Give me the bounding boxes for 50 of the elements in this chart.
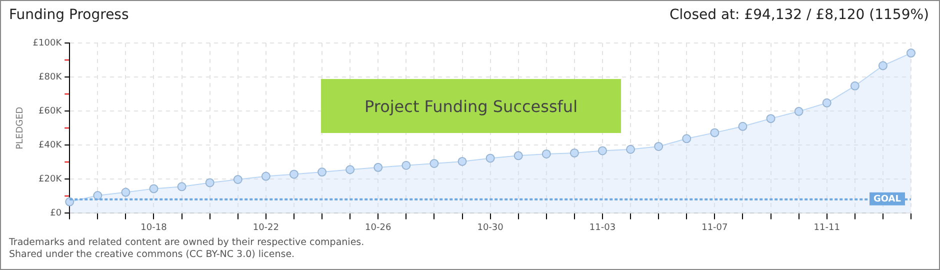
y-tick-label: £40K (38, 140, 63, 150)
point (514, 151, 523, 160)
x-tick-label: 11-11 (814, 222, 840, 233)
point (149, 184, 158, 194)
point (654, 142, 664, 151)
point (822, 98, 832, 108)
point (289, 170, 298, 179)
point (682, 134, 692, 144)
point (402, 160, 411, 170)
x-tick-label: 10-30 (477, 222, 504, 233)
point (486, 154, 495, 163)
point (346, 165, 355, 174)
point (261, 172, 270, 181)
banner: Project Funding Successful (321, 79, 621, 133)
y-tick-label: £0 (50, 208, 62, 219)
point (318, 168, 327, 177)
point (906, 48, 916, 58)
y-axis-title: PLEDGED (16, 106, 26, 150)
x-tick-label: 10-22 (252, 222, 280, 233)
point (766, 114, 776, 124)
y-tick-label: £60K (38, 106, 63, 116)
text: Trademarks and related content are owned by their respective companies. (9, 237, 364, 249)
y-tick-label: £20K (38, 174, 63, 185)
y-tick-label: £80K (38, 72, 63, 82)
point (121, 188, 130, 197)
point (794, 106, 804, 116)
ref-line-label: GOAL (874, 194, 902, 205)
point (233, 175, 242, 184)
point (598, 146, 607, 156)
point (878, 61, 888, 70)
point (710, 128, 720, 138)
y-tick-label: £100K (32, 38, 63, 48)
point (430, 159, 439, 168)
text: Closed at: £94,132 / £8,120 (1159%) (669, 7, 929, 23)
point (738, 122, 748, 131)
x-tick-label: 11-07 (702, 222, 728, 233)
x-tick-label: 10-18 (140, 222, 168, 233)
point (570, 148, 579, 158)
point (458, 156, 467, 166)
point (626, 144, 636, 154)
point (850, 81, 860, 90)
x-tick-label: 10-26 (365, 222, 392, 233)
point (374, 162, 383, 172)
chart-title: Funding Progress (9, 7, 129, 23)
text: Shared under the creative commons (CC BY-NC 3.0) license. (9, 249, 296, 261)
point (205, 178, 214, 188)
x-tick-label: 11-03 (589, 222, 616, 233)
point (542, 149, 551, 158)
point (177, 182, 186, 192)
point (93, 191, 102, 200)
